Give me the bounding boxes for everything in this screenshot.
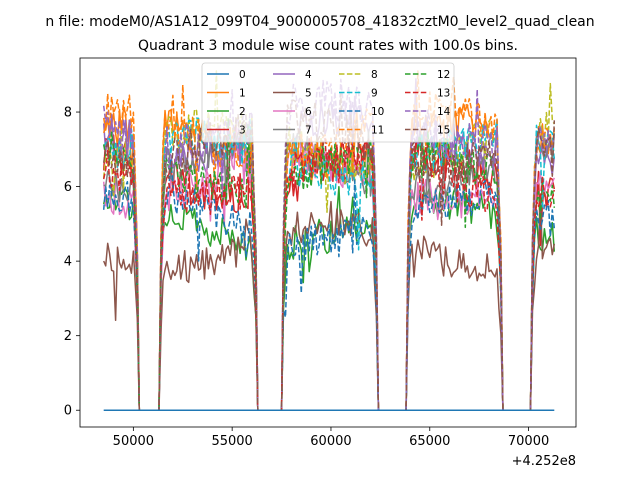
legend-label-8: 8 xyxy=(371,69,378,81)
y-tick-label-6: 6 xyxy=(64,180,72,195)
legend-label-4: 4 xyxy=(305,69,312,81)
x-tick-label-50000: 50000 xyxy=(113,434,154,449)
x-offset-label: +4.252e8 xyxy=(512,454,576,469)
series-line-10 xyxy=(102,157,556,411)
legend-label-0: 0 xyxy=(239,69,246,81)
legend-label-7: 7 xyxy=(305,125,312,137)
series-line-5 xyxy=(103,193,556,411)
legend-label-2: 2 xyxy=(239,106,246,118)
legend-label-1: 1 xyxy=(239,88,246,100)
chart-title: Quadrant 3 module wise count rates with … xyxy=(138,38,518,54)
legend-label-11: 11 xyxy=(371,125,384,137)
x-tick-label-70000: 70000 xyxy=(508,434,549,449)
legend-label-9: 9 xyxy=(371,88,378,100)
legend-label-15: 15 xyxy=(437,125,450,137)
y-tick-label-4: 4 xyxy=(64,255,72,270)
y-axis: 0 2 4 6 8 xyxy=(64,106,80,419)
axes-frame xyxy=(79,57,577,428)
y-tick-label-0: 0 xyxy=(64,404,72,419)
series-line-7 xyxy=(103,125,556,411)
x-tick-label-65000: 65000 xyxy=(409,434,450,449)
legend-label-12: 12 xyxy=(437,69,450,81)
series-line-11 xyxy=(102,70,555,411)
series-layer xyxy=(102,70,556,411)
figure-suptitle: n file: modeM0/AS1A12_099T04_9000005708_… xyxy=(45,14,594,30)
x-tick-label-55000: 55000 xyxy=(211,434,252,449)
legend-label-6: 6 xyxy=(305,106,312,118)
y-tick-label-2: 2 xyxy=(64,329,72,344)
legend-label-3: 3 xyxy=(239,125,246,137)
y-tick-label-8: 8 xyxy=(64,106,72,121)
series-line-2 xyxy=(102,184,556,411)
series-line-13 xyxy=(102,137,556,411)
x-axis: 50000 55000 60000 65000 70000 xyxy=(113,427,549,449)
legend-label-14: 14 xyxy=(437,106,451,118)
legend-label-5: 5 xyxy=(305,88,312,100)
x-tick-label-60000: 60000 xyxy=(310,434,351,449)
legend-frame xyxy=(201,62,455,143)
legend-label-13: 13 xyxy=(437,88,450,100)
legend-label-10: 10 xyxy=(371,106,384,118)
